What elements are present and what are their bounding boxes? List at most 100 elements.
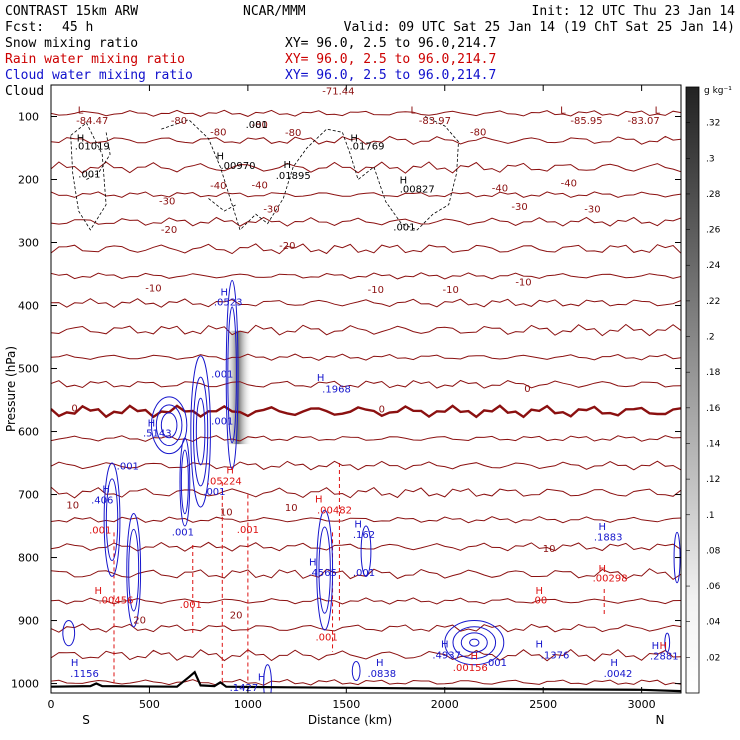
cloud-water-contour: [128, 528, 140, 612]
legend-field-name: Snow mixing ratio: [5, 36, 138, 51]
contour-label: .001: [315, 633, 337, 644]
extremum-marker: H: [354, 519, 362, 530]
contour-label: -80: [470, 127, 486, 138]
x-tick-label: 500: [139, 698, 160, 711]
init-time: Init: 12 UTC Thu 23 Jan 14: [532, 4, 736, 19]
contour-label: .001: [237, 525, 259, 536]
cloud-water-contour: [193, 376, 209, 487]
contour-label: .1156: [70, 669, 99, 680]
extremum-marker: L: [560, 105, 566, 116]
extremum-marker: H: [77, 134, 85, 145]
contour-label: -20: [161, 225, 177, 236]
isotherm-line: [51, 460, 681, 471]
contour-label: -10: [145, 284, 161, 295]
legend-field-name: Cloud water mixing ratio: [5, 68, 193, 83]
extremum-marker: L: [78, 105, 84, 116]
temperature-contours: [51, 109, 681, 686]
isotherm-line: [51, 216, 681, 227]
contour-label: -83.07: [627, 116, 659, 127]
contour-label: .1883: [594, 533, 623, 544]
contour-label: 20: [230, 611, 243, 622]
contour-label: .4565: [308, 568, 337, 579]
colorbar-tick-label: .16: [706, 404, 721, 414]
contour-label: .001: [172, 528, 194, 539]
isotherm-line: [51, 678, 681, 686]
cloud-water-contour: [190, 355, 211, 508]
colorbar-tick-label: .2: [706, 333, 715, 343]
contour-label: -40: [492, 184, 508, 195]
contour-label: .001: [485, 658, 507, 669]
cloud-water-contour: [180, 449, 189, 515]
colorbar-tick-label: .26: [706, 226, 721, 236]
cloud-water-contour: [155, 404, 183, 447]
extremum-marker: H: [217, 151, 225, 162]
contour-label: 0: [524, 384, 530, 395]
isotherm-line: [51, 404, 681, 419]
axes: 0 500 1000 1500 2000 2500 30001002003004005006…: [11, 85, 681, 711]
contour-label: .00298: [593, 574, 628, 585]
colorbar-tick-label: .28: [706, 190, 721, 200]
extremum-marker: H: [652, 641, 660, 652]
isotherm-line: [51, 161, 681, 174]
extremum-marker: H: [536, 586, 544, 597]
south-end-label: S: [82, 713, 90, 727]
contour-label: .001: [203, 487, 225, 498]
y-tick-label: 200: [18, 174, 39, 187]
contour-label: -40: [252, 180, 268, 191]
contour-label: -40: [210, 181, 226, 192]
contour-label: .001: [117, 461, 139, 472]
contour-label: 20: [133, 616, 146, 627]
colorbar-tick-label: .06: [706, 582, 721, 592]
extremum-marker: H: [221, 287, 229, 298]
snow-contour: [208, 198, 237, 212]
snow-contours: [70, 116, 459, 231]
colorbar-tick-label: .22: [706, 297, 720, 307]
extremum-marker: H: [95, 586, 103, 597]
isotherm-line: [51, 323, 681, 337]
x-tick-label: 3000: [628, 698, 656, 711]
extremum-marker: H: [148, 419, 156, 430]
legend-xy-range: XY= 96.0, 2.5 to 96.0,214.7: [285, 52, 496, 67]
colorbar-tick-label: .1: [706, 511, 715, 521]
isotherm-line: [51, 191, 681, 198]
y-tick-label: 1000: [11, 678, 39, 691]
legend-field-name: Rain water mixing ratio: [5, 52, 185, 67]
contour-label: .01769: [350, 141, 385, 152]
contour-label: -30: [511, 202, 527, 213]
snow-contour: [161, 116, 459, 231]
contour-label: -80: [210, 127, 226, 138]
colorbar-tick-label: .3: [706, 154, 715, 164]
contour-label: -80: [252, 120, 268, 131]
cloud-water-contour: [360, 525, 372, 577]
x-tick-label: 1500: [332, 698, 360, 711]
cloud-water-contour: [103, 462, 121, 577]
forecast-hour: 45 h: [62, 20, 93, 35]
colorbar-tick-label: .14: [706, 439, 721, 449]
extremum-marker: H: [226, 466, 234, 477]
contour-label: .05224: [207, 477, 242, 488]
y-tick-label: 800: [18, 552, 39, 565]
isotherm-line: [51, 435, 681, 442]
extremum-marker: H: [471, 652, 479, 663]
contour-labels: -80 -80-80 -80 -80-40 -40 -40 -40-30-30 -30 -30-…: [66, 87, 678, 695]
extremum-marker: H: [599, 564, 607, 575]
contour-label: .00482: [317, 505, 352, 516]
extremum-marker: H: [599, 522, 607, 533]
valid-time: Valid: 09 UTC Sat 25 Jan 14 (19 ChT Sat …: [344, 20, 735, 35]
contour-label: .001: [180, 600, 202, 611]
cloud-water-contour: [160, 412, 178, 439]
terrain-line: [51, 670, 681, 693]
y-tick-label: 900: [18, 615, 39, 628]
contour-label: .1427: [230, 683, 259, 694]
contour-label: .5143: [143, 429, 172, 440]
extremum-marker: L: [655, 105, 661, 116]
isotherm-line: [51, 243, 681, 255]
extremum-marker: H: [71, 658, 79, 669]
colorbar-tick-label: .18: [706, 368, 721, 378]
colorbar-tick-label: .32: [706, 119, 720, 129]
extremum-marker: H: [317, 373, 325, 384]
colorbar-tick-label: .08: [706, 546, 721, 556]
isotherm-line: [51, 272, 681, 280]
contour-label: .00970: [221, 161, 256, 172]
